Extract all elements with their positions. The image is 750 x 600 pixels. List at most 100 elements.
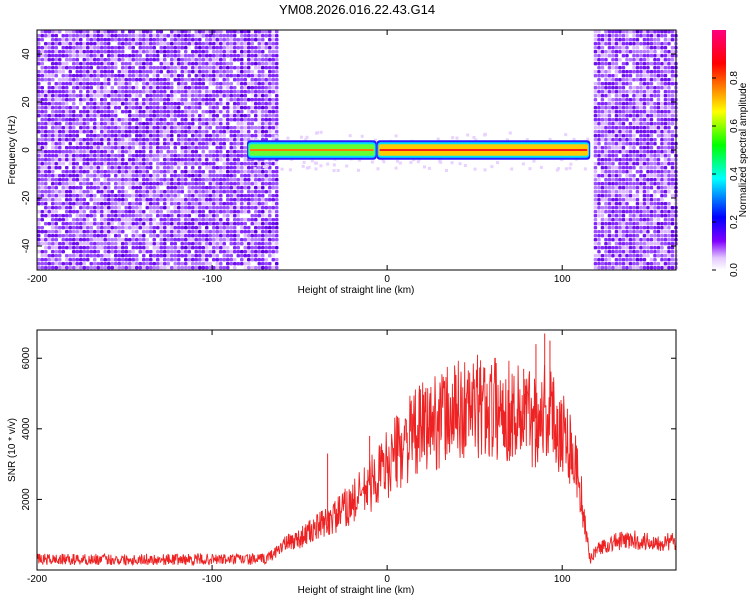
heatmap-noise-cell <box>142 246 146 250</box>
heatmap-noise-cell <box>649 110 654 114</box>
heatmap-noise-cell <box>163 130 167 134</box>
heatmap-noise-cell <box>222 110 226 114</box>
heatmap-noise-cell <box>54 70 58 74</box>
heatmap-noise-cell <box>607 138 612 142</box>
heatmap-noise-cell <box>96 82 100 86</box>
heatmap-noise-cell <box>180 206 184 210</box>
heatmap-noise-cell <box>604 130 608 134</box>
heatmap-noise-cell <box>82 42 86 46</box>
heatmap-noise-cell <box>649 38 654 42</box>
heatmap-noise-cell <box>607 178 612 182</box>
heatmap-noise-cell <box>219 82 223 86</box>
heatmap-noise-cell <box>261 62 265 66</box>
heatmap-noise-cell <box>72 174 76 178</box>
heatmap-noise-cell <box>44 110 48 114</box>
heatmap-noise-cell <box>44 234 48 238</box>
heatmap-noise-cell <box>233 182 237 186</box>
heatmap-noise-cell <box>58 102 62 106</box>
heatmap-noise-cell <box>187 230 191 234</box>
heatmap-noise-cell <box>184 258 188 262</box>
heatmap-noise-cell <box>72 166 76 170</box>
heatmap-noise-cell <box>257 258 261 262</box>
heatmap-noise-cell <box>621 166 626 170</box>
heatmap-noise-cell <box>142 162 146 166</box>
heatmap-noise-cell <box>173 118 177 122</box>
heatmap-noise-cell <box>114 146 118 150</box>
heatmap-noise-cell <box>75 254 79 258</box>
heatmap-noise-cell <box>156 86 160 90</box>
heatmap-noise-cell <box>152 42 156 46</box>
heatmap-noise-cell <box>191 126 195 130</box>
heatmap-noise-cell <box>628 82 633 86</box>
heatmap-noise-cell <box>180 154 184 158</box>
heatmap-noise-cell <box>201 194 205 198</box>
heatmap-noise-cell <box>184 218 188 222</box>
heatmap-noise-cell <box>117 198 121 202</box>
heatmap-noise-cell <box>212 130 216 134</box>
heatmap-noise-cell <box>131 58 135 62</box>
heatmap-noise-cell <box>597 182 601 186</box>
heatmap-noise-cell <box>51 114 55 118</box>
heatmap-noise-cell <box>75 78 79 82</box>
heatmap-noise-cell <box>86 102 90 106</box>
heatmap-noise-cell <box>233 246 237 250</box>
heatmap-noise-cell <box>135 258 139 262</box>
heatmap-noise-cell <box>635 126 640 130</box>
heatmap-noise-cell <box>250 202 254 206</box>
heatmap-noise-cell <box>142 170 146 174</box>
heatmap-noise-cell <box>177 98 181 102</box>
heatmap-noise-cell <box>229 206 233 210</box>
heatmap-noise-cell <box>159 46 163 50</box>
heatmap-noise-cell <box>632 98 636 102</box>
heatmap-noise-cell <box>649 90 654 94</box>
heatmap-noise-cell <box>646 254 650 258</box>
heatmap-noise-cell <box>639 242 643 246</box>
heatmap-noise-cell <box>593 262 598 266</box>
heatmap-noise-cell <box>628 98 633 102</box>
heatmap-noise-cell <box>264 62 268 66</box>
heatmap-noise-cell <box>152 158 156 162</box>
heatmap-noise-cell <box>240 50 244 54</box>
heatmap-noise-cell <box>145 166 149 170</box>
heatmap-noise-cell <box>597 210 601 214</box>
heatmap-noise-cell <box>194 146 198 150</box>
heatmap-noise-cell <box>649 78 654 82</box>
heatmap-noise-cell <box>170 122 174 126</box>
heatmap-noise-cell <box>184 138 188 142</box>
heatmap-noise-cell <box>138 34 142 38</box>
heatmap-noise-cell <box>177 34 181 38</box>
heatmap-noise-cell <box>184 34 188 38</box>
heatmap-noise-cell <box>61 34 65 38</box>
heatmap-noise-cell <box>177 42 181 46</box>
heatmap-noise-cell <box>625 206 629 210</box>
heatmap-noise-cell <box>121 94 125 98</box>
heatmap-noise-cell <box>614 198 619 202</box>
heatmap-noise-cell <box>89 134 93 138</box>
heatmap-noise-cell <box>170 74 174 78</box>
heatmap-noise-cell <box>205 266 209 270</box>
heatmap-noise-cell <box>65 58 69 62</box>
heatmap-noise-cell <box>208 106 212 110</box>
heatmap-noise-cell <box>100 242 104 246</box>
heatmap-noise-cell <box>229 182 233 186</box>
heatmap-noise-cell <box>58 138 62 142</box>
heatmap-noise-cell <box>128 118 132 122</box>
heatmap-noise-cell <box>198 154 202 158</box>
heatmap-noise-cell <box>121 42 125 46</box>
heatmap-noise-cell <box>170 166 174 170</box>
heatmap-noise-cell <box>600 146 605 150</box>
heatmap-noise-cell <box>54 182 58 186</box>
heatmap-noise-cell <box>618 266 622 270</box>
heatmap-noise-cell <box>86 38 90 42</box>
heatmap-noise-cell <box>75 190 79 194</box>
heatmap-noise-cell <box>58 142 62 146</box>
heatmap-noise-cell <box>149 266 153 270</box>
heatmap-noise-cell <box>58 266 62 270</box>
heatmap-noise-cell <box>187 206 191 210</box>
heatmap-noise-cell <box>100 94 104 98</box>
heatmap-noise-cell <box>177 234 181 238</box>
heatmap-noise-cell <box>96 262 100 266</box>
heatmap-noise-cell <box>86 66 90 70</box>
heatmap-noise-cell <box>656 30 661 34</box>
heatmap-noise-cell <box>40 194 44 198</box>
